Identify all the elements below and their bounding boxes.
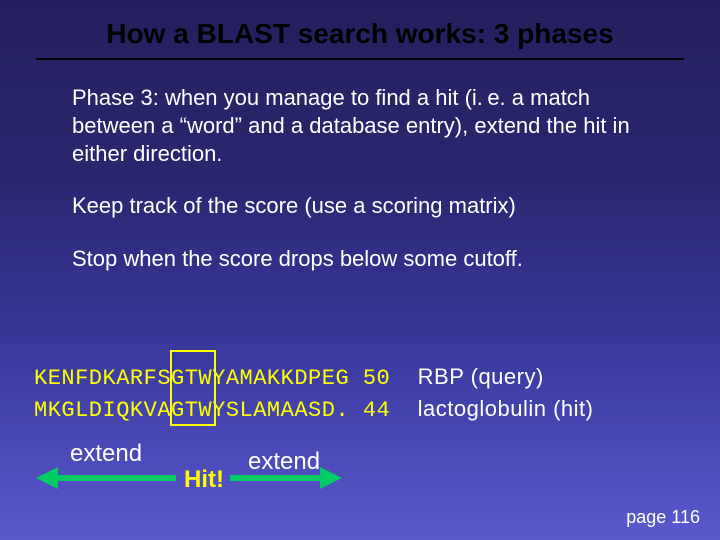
paragraph-3: Stop when the score drops below some cut… <box>72 245 648 273</box>
hit-line: MKGLDIQKVAGTWYSLAMAASD. 44 lactoglobulin… <box>34 394 593 426</box>
page-number: page 116 <box>626 507 700 528</box>
slide: How a BLAST search works: 3 phases Phase… <box>0 0 720 540</box>
hit-desc: lactoglobulin (hit) <box>418 396 594 421</box>
hit-highlight-box <box>170 350 216 426</box>
paragraph-1: Phase 3: when you manage to find a hit (… <box>72 84 648 168</box>
query-line: KENFDKARFSGTWYAMAKKDPEG 50 RBP (query) <box>34 362 593 394</box>
hit-num: 44 <box>363 398 390 423</box>
extend-label-left: extend <box>70 440 142 468</box>
query-desc: RBP (query) <box>418 364 544 389</box>
arrow-right-shaft <box>230 475 320 481</box>
arrow-left-shaft <box>58 475 176 481</box>
hit-label: Hit! <box>184 466 224 494</box>
arrow-right-head <box>320 467 342 489</box>
extend-label-right: extend <box>248 448 320 476</box>
arrow-left-head <box>36 467 58 489</box>
paragraph-2: Keep track of the score (use a scoring m… <box>72 192 648 220</box>
title-underline <box>36 58 684 60</box>
query-num: 50 <box>363 366 390 391</box>
slide-title: How a BLAST search works: 3 phases <box>0 0 720 50</box>
sequence-block: KENFDKARFSGTWYAMAKKDPEG 50 RBP (query) M… <box>34 362 593 425</box>
